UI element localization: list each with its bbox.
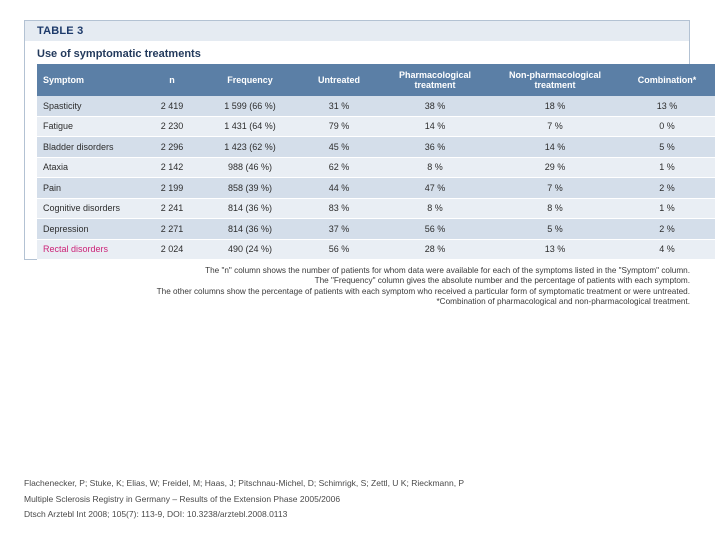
header-untreated: Untreated — [299, 64, 379, 96]
table-footnotes: The "n" column shows the number of patie… — [150, 266, 690, 308]
header-combination: Combination* — [619, 64, 715, 96]
table-title: Use of symptomatic treatments — [37, 48, 201, 60]
table-row: Depression 2 271 814 (36 %) 37 % 56 % 5 … — [37, 218, 715, 240]
cell-non-pharmacological: 8 % — [491, 198, 619, 219]
cell-frequency: 1 599 (66 %) — [201, 96, 299, 117]
cell-n: 2 296 — [143, 136, 201, 158]
table-figure: TABLE 3 Use of symptomatic treatments Sy… — [24, 20, 715, 260]
table-row: Cognitive disorders 2 241 814 (36 %) 83 … — [37, 198, 715, 219]
cell-untreated: 37 % — [299, 218, 379, 240]
table-row: Pain 2 199 858 (39 %) 44 % 47 % 7 % 2 % — [37, 177, 715, 199]
cell-symptom: Bladder disorders — [37, 136, 143, 158]
cell-pharmacological: 8 % — [379, 157, 491, 178]
cell-frequency: 1 423 (62 %) — [201, 136, 299, 158]
cell-combination: 1 % — [619, 157, 715, 178]
cell-pharmacological: 56 % — [379, 218, 491, 240]
cell-combination: 2 % — [619, 177, 715, 199]
cell-combination: 0 % — [619, 116, 715, 137]
cell-untreated: 79 % — [299, 116, 379, 137]
cell-combination: 13 % — [619, 96, 715, 117]
cell-pharmacological: 8 % — [379, 198, 491, 219]
header-symptom: Symptom — [37, 64, 143, 96]
cell-symptom: Spasticity — [37, 96, 143, 117]
cell-pharmacological: 14 % — [379, 116, 491, 137]
citation-authors: Flachenecker, P; Stuke, K; Elias, W; Fre… — [24, 478, 465, 488]
cell-non-pharmacological: 13 % — [491, 239, 619, 260]
table-row: Ataxia 2 142 988 (46 %) 62 % 8 % 29 % 1 … — [37, 157, 715, 178]
cell-frequency: 858 (39 %) — [201, 177, 299, 199]
cell-non-pharmacological: 5 % — [491, 218, 619, 240]
cell-frequency: 814 (36 %) — [201, 198, 299, 219]
header-frequency: Frequency — [201, 64, 299, 96]
cell-n: 2 199 — [143, 177, 201, 199]
footnote-frequency-column: The "Frequency" column gives the absolut… — [314, 276, 690, 286]
cell-n: 2 419 — [143, 96, 201, 117]
citation-source: Dtsch Arztebl Int 2008; 105(7): 113-9, D… — [24, 509, 288, 519]
cell-frequency: 814 (36 %) — [201, 218, 299, 240]
cell-untreated: 44 % — [299, 177, 379, 199]
cell-non-pharmacological: 18 % — [491, 96, 619, 117]
cell-symptom: Pain — [37, 177, 143, 199]
citation: Flachenecker, P; Stuke, K; Elias, W; Fre… — [24, 476, 464, 523]
cell-pharmacological: 36 % — [379, 136, 491, 158]
cell-frequency: 1 431 (64 %) — [201, 116, 299, 137]
cell-untreated: 45 % — [299, 136, 379, 158]
header-n: n — [143, 64, 201, 96]
cell-n: 2 271 — [143, 218, 201, 240]
cell-symptom: Depression — [37, 218, 143, 240]
cell-n: 2 142 — [143, 157, 201, 178]
table-row: Spasticity 2 419 1 599 (66 %) 31 % 38 % … — [37, 96, 715, 117]
citation-title: Multiple Sclerosis Registry in Germany –… — [24, 493, 341, 504]
cell-symptom: Fatigue — [37, 116, 143, 137]
cell-combination: 1 % — [619, 198, 715, 219]
footnote-n-column: The "n" column shows the number of patie… — [205, 266, 690, 275]
table-row: Fatigue 2 230 1 431 (64 %) 79 % 14 % 7 %… — [37, 116, 715, 137]
cell-non-pharmacological: 7 % — [491, 177, 619, 199]
cell-combination: 4 % — [619, 239, 715, 260]
table-header-row: Symptom n Frequency Untreated Pharmacolo… — [37, 64, 715, 96]
cell-symptom: Ataxia — [37, 157, 143, 178]
cell-non-pharmacological: 7 % — [491, 116, 619, 137]
cell-frequency: 490 (24 %) — [201, 239, 299, 260]
cell-non-pharmacological: 29 % — [491, 157, 619, 178]
footnote-other-columns: The other columns show the percentage of… — [156, 286, 690, 296]
cell-n: 2 230 — [143, 116, 201, 137]
cell-untreated: 31 % — [299, 96, 379, 117]
cell-untreated: 83 % — [299, 198, 379, 219]
header-non-pharmacological: Non-pharmacological treatment — [491, 64, 619, 96]
cell-n: 2 024 — [143, 239, 201, 260]
cell-symptom: Rectal disorders — [37, 239, 143, 260]
cell-symptom: Cognitive disorders — [37, 198, 143, 219]
cell-pharmacological: 47 % — [379, 177, 491, 199]
symptomatic-treatments-table: Symptom n Frequency Untreated Pharmacolo… — [37, 64, 715, 260]
cell-frequency: 988 (46 %) — [201, 157, 299, 178]
footnote-combination: *Combination of pharmacological and non-… — [436, 297, 690, 307]
cell-combination: 2 % — [619, 218, 715, 240]
cell-pharmacological: 38 % — [379, 96, 491, 117]
table-row: Bladder disorders 2 296 1 423 (62 %) 45 … — [37, 136, 715, 158]
table-row: Rectal disorders 2 024 490 (24 %) 56 % 2… — [37, 239, 715, 260]
table-label: TABLE 3 — [25, 21, 689, 41]
cell-untreated: 62 % — [299, 157, 379, 178]
cell-untreated: 56 % — [299, 239, 379, 260]
cell-n: 2 241 — [143, 198, 201, 219]
cell-pharmacological: 28 % — [379, 239, 491, 260]
header-pharmacological: Pharmacological treatment — [379, 64, 491, 96]
cell-non-pharmacological: 14 % — [491, 136, 619, 158]
cell-combination: 5 % — [619, 136, 715, 158]
